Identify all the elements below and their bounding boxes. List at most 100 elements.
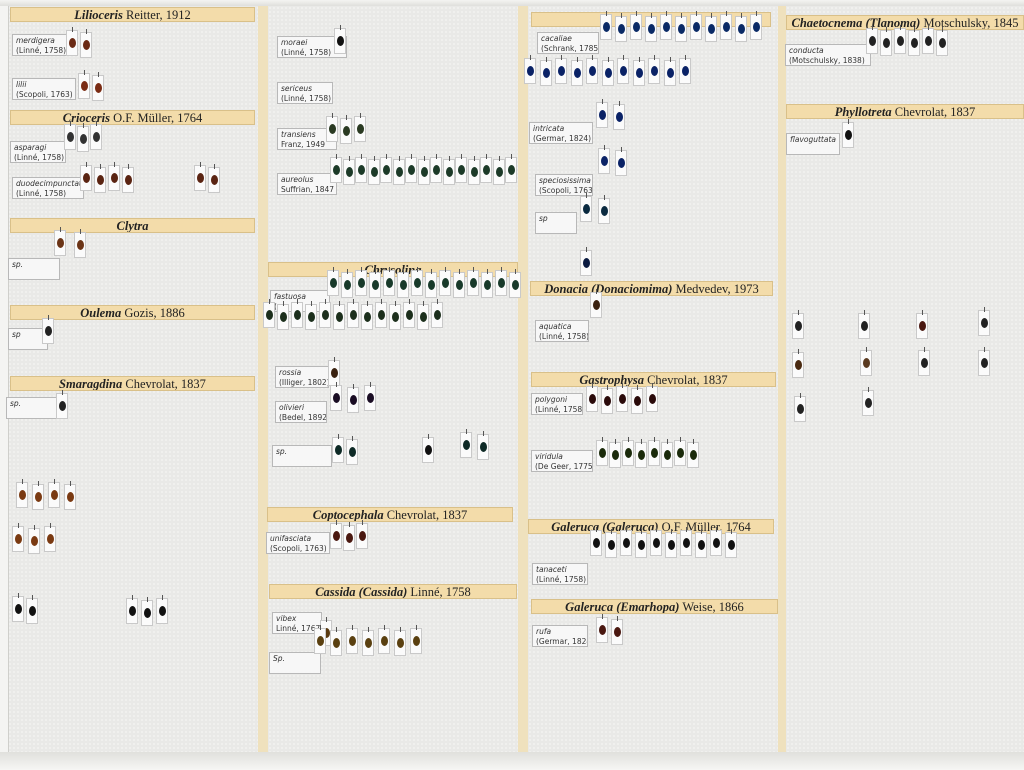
beetle xyxy=(129,606,136,616)
beetle xyxy=(583,258,590,268)
specimen xyxy=(343,522,355,551)
specimen xyxy=(380,154,392,183)
specimen xyxy=(792,349,804,378)
beetle xyxy=(668,540,675,550)
beetle xyxy=(636,68,643,78)
species-author: (Linné, 1758) xyxy=(539,331,589,341)
specimen xyxy=(64,121,76,150)
beetle xyxy=(378,310,385,320)
beetle xyxy=(869,36,876,46)
beetle xyxy=(125,175,132,185)
specimen xyxy=(314,625,326,654)
specimen xyxy=(860,347,872,376)
specimen xyxy=(555,55,567,84)
specimen xyxy=(369,269,381,298)
specimen xyxy=(880,27,892,56)
species-name: asparagi xyxy=(14,143,47,152)
genus-author: Weise, 1866 xyxy=(682,600,744,614)
specimen xyxy=(431,299,443,328)
species-author: (Linné, 1758) xyxy=(535,404,583,414)
species-name: sp xyxy=(12,330,21,339)
beetle xyxy=(753,22,760,32)
beetle xyxy=(663,22,670,32)
species-name: fastuosa xyxy=(274,292,306,301)
genus-header: Chaetocnema (Tlanoma) Motschulsky, 1845 xyxy=(786,15,1024,30)
genus-header: Smaragdina Chevrolat, 1837 xyxy=(10,376,255,391)
beetle xyxy=(346,167,353,177)
beetle xyxy=(861,321,868,331)
specimen xyxy=(54,227,66,256)
species-label: speciosissima (Scopoli, 1763) xyxy=(535,174,593,196)
specimen xyxy=(66,27,78,56)
beetle xyxy=(508,165,515,175)
beetle xyxy=(484,280,491,290)
specimen xyxy=(481,269,493,298)
genus-name: Lilioceris xyxy=(74,8,123,22)
beetle xyxy=(333,393,340,403)
specimen xyxy=(598,145,610,174)
specimen xyxy=(596,614,608,643)
specimen xyxy=(333,301,345,330)
beetle xyxy=(651,66,658,76)
beetle xyxy=(496,167,503,177)
beetle xyxy=(413,636,420,646)
species-name: transiens xyxy=(281,130,316,139)
beetle xyxy=(690,450,697,460)
specimen xyxy=(633,57,645,86)
specimen xyxy=(28,525,40,554)
species-label: merdigera (Linné, 1758) xyxy=(12,34,74,56)
species-label: rufa(Germar, 1824) xyxy=(532,625,588,647)
species-author: Linné, 1767 xyxy=(276,623,321,633)
specimen xyxy=(347,384,359,413)
species-name: duodecimpunctata xyxy=(16,179,84,188)
specimen xyxy=(90,121,102,150)
beetle xyxy=(144,608,151,618)
specimen xyxy=(330,154,342,183)
beetle xyxy=(601,206,608,216)
genus-author: Chevrolat, 1837 xyxy=(386,508,468,522)
beetle xyxy=(625,448,632,458)
species-name: lilii xyxy=(16,80,27,89)
beetle xyxy=(81,81,88,91)
beetle xyxy=(47,534,54,544)
genus-name: Clytra xyxy=(116,219,149,233)
species-author: (Linné, 1758) xyxy=(16,45,67,55)
beetle xyxy=(359,531,366,541)
beetle xyxy=(728,540,735,550)
species-label: viridula (De Geer, 1775) xyxy=(531,450,593,472)
species-label: aureolus Suffrian, 1847 xyxy=(277,173,337,195)
beetle xyxy=(471,167,478,177)
beetle xyxy=(921,358,928,368)
genus-name: Cassida (Cassida) xyxy=(315,585,408,599)
beetle xyxy=(589,66,596,76)
beetle xyxy=(371,167,378,177)
specimen xyxy=(586,383,598,412)
beetle xyxy=(329,124,336,134)
specimen xyxy=(94,164,106,193)
specimen xyxy=(894,25,906,54)
beetle xyxy=(601,156,608,166)
species-author: (Motschulsky, 1838) xyxy=(789,55,865,65)
beetle xyxy=(723,22,730,32)
species-name: aquatica xyxy=(539,322,572,331)
species-name: cacaliae xyxy=(541,34,572,43)
species-label: olivieri (Bedel, 1892) xyxy=(275,401,327,423)
specimen xyxy=(74,229,86,258)
beetle xyxy=(333,531,340,541)
beetle xyxy=(83,173,90,183)
species-name: rufa xyxy=(536,627,552,636)
specimen xyxy=(334,25,346,54)
specimen xyxy=(690,11,702,40)
beetle xyxy=(653,538,660,548)
beetle xyxy=(845,130,852,140)
beetle xyxy=(713,538,720,548)
species-label: sp. xyxy=(8,258,60,280)
species-label: sericeus (Linné, 1758) xyxy=(277,82,333,104)
genus-header: Galeruca (Galeruca) O.F. Müller, 1764 xyxy=(528,519,774,534)
specimen xyxy=(418,156,430,185)
specimen xyxy=(405,154,417,183)
species-label: conducta (Motschulsky, 1838) xyxy=(785,44,871,66)
specimen xyxy=(616,383,628,412)
specimen xyxy=(430,154,442,183)
specimen xyxy=(468,156,480,185)
